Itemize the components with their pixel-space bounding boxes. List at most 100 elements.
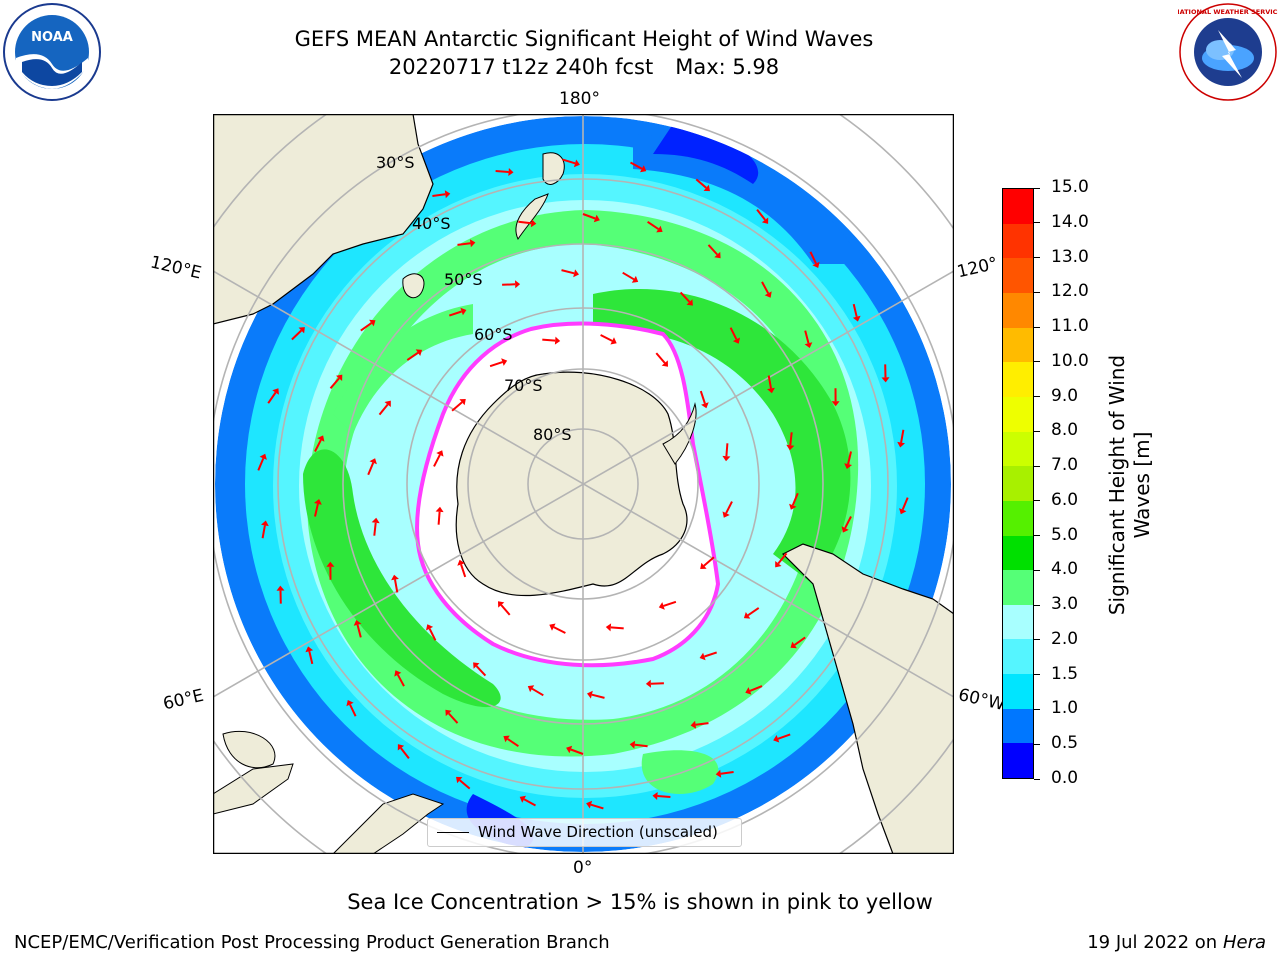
wave-arrow-head xyxy=(767,387,775,394)
wave-arrow-shaft xyxy=(475,665,487,677)
wave-band-4-5m-west xyxy=(303,449,501,708)
wave-arrow-shaft xyxy=(367,462,375,476)
wave-arrow-head xyxy=(436,450,444,457)
wave-arrow-shaft xyxy=(373,522,377,536)
legend-line-sample xyxy=(437,832,469,833)
wave-arrow-head xyxy=(775,561,782,568)
wave-arrow-head xyxy=(699,652,706,661)
forecast-run: 20220717 t12z 240h fcst xyxy=(388,55,654,79)
colorbar-segment xyxy=(1003,500,1033,536)
wave-arrow-head xyxy=(326,561,335,567)
wave-arrow-head xyxy=(498,601,505,608)
wave-arrow-head xyxy=(445,709,452,717)
wave-arrow-head xyxy=(789,503,797,510)
wave-arrow-shaft xyxy=(777,733,791,740)
wave-arrow-head xyxy=(261,520,269,527)
wave-arrow-shaft xyxy=(720,771,734,775)
wave-arrow-head xyxy=(804,342,813,348)
colorbar-tick-label: 1.0 xyxy=(1051,698,1079,719)
wave-arrow-head xyxy=(743,612,751,619)
wave-arrow-shaft xyxy=(590,803,604,810)
wave-arrow-shaft xyxy=(695,722,709,726)
colorbar-tick-label: 3.0 xyxy=(1051,594,1079,615)
wave-arrow-shaft xyxy=(794,636,806,646)
wave-arrow-shaft xyxy=(553,626,566,634)
map-panel xyxy=(132,33,1034,935)
wave-arrow-shaft xyxy=(767,375,772,389)
wave-arrow-head xyxy=(259,453,267,460)
wave-arrow-head xyxy=(314,499,322,505)
wave-arrow-head xyxy=(652,792,658,800)
footer-date: 19 Jul 2022 on Hera xyxy=(1087,932,1266,953)
wave-arrow-shaft xyxy=(704,651,718,658)
wave-arrow-head xyxy=(415,349,423,356)
colorbar-tick-label: 8.0 xyxy=(1051,420,1079,441)
nws-logo: NATIONAL WEATHER SERVICE xyxy=(1174,2,1280,102)
wave-arrow-head xyxy=(530,219,537,228)
colorbar-segment xyxy=(1003,570,1033,605)
wave-arrow-shaft xyxy=(432,193,446,197)
wave-arrow-shaft xyxy=(634,743,648,748)
colorbar-tick-label: 0.5 xyxy=(1051,733,1079,754)
colorbar-tick-label: 13.0 xyxy=(1051,246,1089,267)
colorbar-tick-label: 12.0 xyxy=(1051,281,1089,302)
wave-arrow-head xyxy=(369,319,376,327)
colorbar-tick-mark xyxy=(1034,743,1040,745)
noaa-logo-text: NOAA xyxy=(31,30,73,45)
colorbar-tick-label: 11.0 xyxy=(1051,316,1089,337)
wave-arrow-head xyxy=(841,526,849,533)
wave-arrow-shaft xyxy=(756,208,766,221)
colorbar-segment xyxy=(1003,293,1033,328)
wave-arrow-shaft xyxy=(703,556,715,567)
colorbar-segment xyxy=(1003,431,1033,467)
wave-arrow-shaft xyxy=(406,351,419,361)
wave-arrow-shaft xyxy=(428,628,437,641)
wave-arrow-shaft xyxy=(394,579,399,593)
legend-label: Wind Wave Direction (unscaled) xyxy=(478,823,718,841)
wave-arrow-head xyxy=(852,315,861,322)
colorbar-tick-label: 10.0 xyxy=(1051,350,1089,371)
max-value: Max: 5.98 xyxy=(675,55,780,79)
wave-arrow-head xyxy=(761,217,769,224)
colorbar-tick-mark xyxy=(1034,396,1040,398)
wave-arrow-shaft xyxy=(747,607,760,617)
wave-arrow-head xyxy=(812,261,820,268)
wave-arrow-head xyxy=(722,455,731,462)
wave-arrow-shaft xyxy=(809,251,817,264)
wave-arrow-shaft xyxy=(267,391,277,404)
wave-arrow-head xyxy=(764,291,772,298)
wave-arrow-shaft xyxy=(308,650,314,665)
lon-label-lower-left: 60°E xyxy=(161,685,206,715)
wave-arrow-shaft xyxy=(844,516,852,529)
colorbar-segment xyxy=(1003,743,1033,778)
colorbar-tick-mark xyxy=(1034,257,1040,259)
colorbar-tick-label: 4.0 xyxy=(1051,559,1079,580)
colorbar-tick-mark xyxy=(1034,674,1040,676)
wave-arrow-shaft xyxy=(507,738,519,748)
wave-arrow-shaft xyxy=(610,626,624,630)
wave-arrow-head xyxy=(745,687,752,695)
colorbar-segment xyxy=(1003,466,1033,501)
wave-arrow-head xyxy=(353,620,362,626)
wave-arrow-head xyxy=(397,744,405,751)
wave-arrow-head xyxy=(831,401,840,407)
lat-label-70s: 70°S xyxy=(504,376,543,395)
wave-arrow-shaft xyxy=(804,330,810,344)
antarctica-landmass xyxy=(455,371,688,597)
colorbar-segment xyxy=(1003,189,1033,224)
colorbar-segment xyxy=(1003,362,1033,397)
wave-arrow-shaft xyxy=(570,748,584,755)
wave-arrow-shaft xyxy=(495,170,509,173)
wave-arrow-head xyxy=(714,251,721,259)
wave-arrow-head xyxy=(586,800,593,809)
wave-arrow-shaft xyxy=(847,451,852,465)
colorbar-tick-label: 6.0 xyxy=(1051,489,1079,510)
footer-machine: Hera xyxy=(1222,932,1266,953)
wave-arrow-head xyxy=(457,559,465,566)
colorbar-segment xyxy=(1003,327,1033,363)
lat-label-40s: 40°S xyxy=(412,214,451,233)
wave-arrow-shaft xyxy=(647,220,659,230)
wave-arrow-shaft xyxy=(582,213,596,220)
wave-arrow-shaft xyxy=(695,178,707,189)
footer-branch: NCEP/EMC/Verification Post Processing Pr… xyxy=(14,932,610,953)
